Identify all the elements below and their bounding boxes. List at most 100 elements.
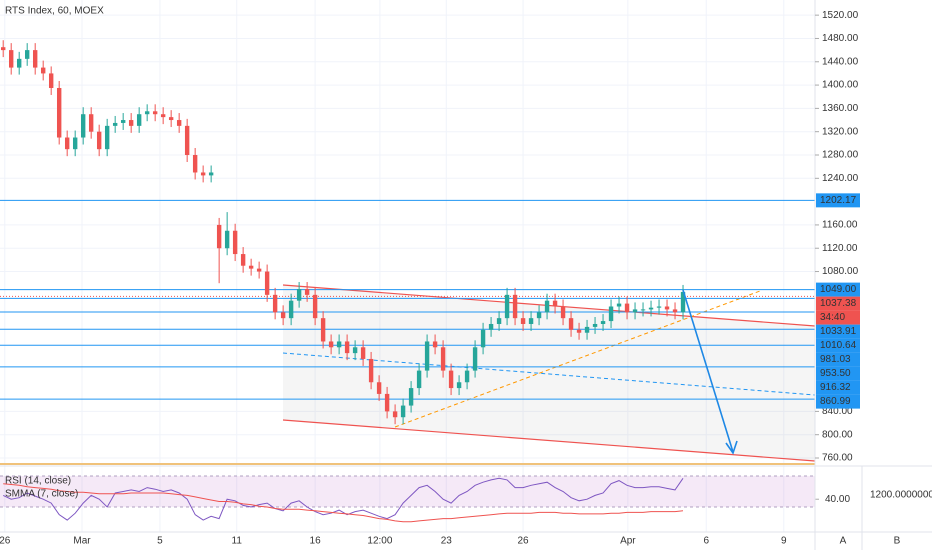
y-tick-label: 1440.00 [822,56,859,67]
candle-body [472,347,478,371]
smma-legend: SMMA (7, close) [5,489,78,500]
candle-body [360,347,366,359]
candle-body [480,329,486,348]
candle-body [216,224,222,249]
scale-button[interactable]: A [840,536,847,547]
candle-body [304,289,310,295]
x-tick-label: 23 [441,536,453,547]
candle-body [384,393,390,412]
candle-body [280,312,286,319]
candle-body [232,230,238,255]
side-axis-label: 1200.00000000 [870,490,932,501]
price-label-bg [816,394,860,409]
candle-body [600,321,606,324]
x-tick-label: 5 [157,536,163,547]
channel-lower [282,419,816,462]
candle-body [200,172,206,176]
price-label: 1037.38 [820,298,857,309]
price-label: 1033.91 [820,326,857,337]
arrow-head [725,440,738,455]
price-label-bg [816,296,860,311]
price-label: 953.50 [820,368,851,379]
indicator-line [2,477,684,521]
y-tick-label: 1480.00 [822,33,859,44]
candle-body [672,309,678,313]
candle-body [488,323,494,330]
y-tick-label: 760.00 [822,453,853,464]
candles [0,40,686,425]
y-tick-label: 1080.00 [822,266,859,277]
candle-body [448,370,454,389]
candle-body [584,326,590,333]
candle-body [224,230,230,249]
candle-body [432,341,438,348]
price-label-bg [816,338,860,353]
price-label-bg [816,282,860,297]
candle-body [640,309,646,311]
candle-body [0,47,6,51]
axes: 1520.00 1480.00 1440.00 1400.00 1360.00 1320.… [0,10,860,547]
candle-body [248,265,254,269]
price-label: 1010.64 [820,340,857,351]
indicator-line [3,483,684,523]
candle-body [192,155,198,173]
y-tick-label: 1280.00 [822,150,859,161]
price-label: 34:40 [820,312,845,323]
chart-title: RTS Index, 60, MOEX [5,6,104,17]
candle-body [456,382,462,389]
candle-body [168,117,174,121]
candle-body [120,120,126,123]
x-tick-label: 12:00 [367,536,392,547]
candle-body [184,125,190,155]
candle-body [96,131,102,150]
scale-button[interactable]: B [894,536,901,547]
forecast-arrow [682,289,734,453]
x-tick-label: 26 [518,536,530,547]
y-tick-label: 1320.00 [822,126,859,137]
price-label: 860.99 [820,396,851,407]
candle-body [680,291,686,313]
price-label: 981.03 [820,354,851,365]
candle-body [376,382,382,394]
candle-body [608,306,614,322]
price-label-bg [816,380,860,395]
candle-body [32,50,38,68]
y-tick-label: 40.00 [825,494,850,505]
candle-body [344,341,350,354]
x-tick-label: 9 [781,536,787,547]
rsi-band [0,475,815,507]
candle-body [72,137,78,150]
price-label: 1049.00 [820,284,857,295]
levels [0,199,815,400]
rsi-legend: RSI (14, close) [5,476,71,487]
candle-body [104,125,110,150]
candle-body [320,318,326,342]
y-tick-label: 1240.00 [822,173,859,184]
candle-body [568,318,574,330]
grid [0,0,815,532]
candle-body [288,300,294,319]
candle-body [504,294,510,319]
candle-body [88,114,94,132]
candle-body [312,294,318,319]
candle-body [616,303,622,307]
candle-body [336,341,342,348]
candle-body [552,300,558,307]
candle-body [152,111,158,115]
y-tick-label: 800.00 [822,429,853,440]
y-tick-label: 1360.00 [822,103,859,114]
candle-body [664,306,670,310]
candle-body [536,312,542,319]
candle-body [392,411,398,418]
price-label-bg [816,352,860,367]
candle-body [328,341,334,348]
price-label-bg [816,366,860,381]
candle-body [416,370,422,389]
candle-body [560,306,566,319]
candle-body [496,318,502,324]
candle-body [160,114,166,118]
candle-body [256,268,262,272]
candle-body [296,289,302,301]
candle-body [624,303,630,313]
